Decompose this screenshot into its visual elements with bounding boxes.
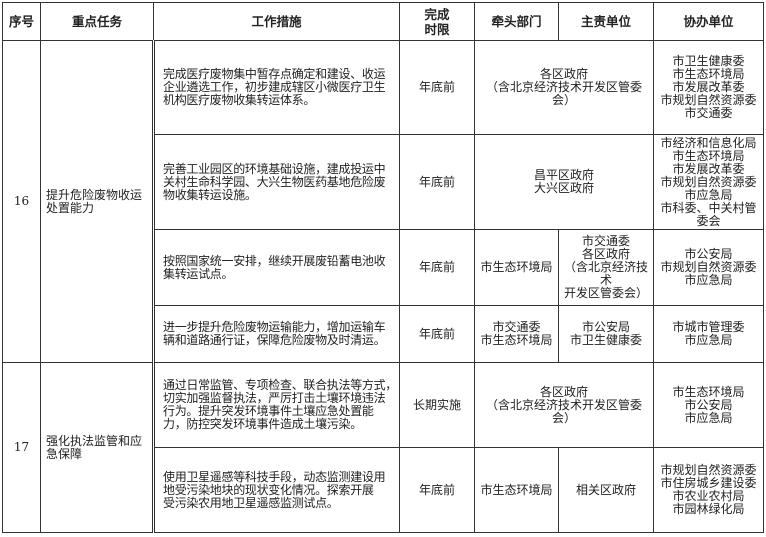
row-deadline: 年底前 bbox=[399, 134, 476, 230]
row-task: 提升危险废物收运 处置能力 bbox=[40, 40, 154, 363]
row-assist: 市生态环境局 市公安局 市应急局 bbox=[653, 362, 765, 448]
row-deadline: 年底前 bbox=[399, 305, 476, 363]
table-row: 16 提升危险废物收运 处置能力 完成医疗废物集中暂存点确定和建设、收运 企业遴… bbox=[2, 40, 765, 363]
row-task: 强化执法监管和应 急保障 bbox=[40, 362, 154, 533]
row-measure: 完善工业园区的环境基础设施，建成投运中 关村生命科学园、大兴生物医药基地危险废 … bbox=[151, 134, 401, 230]
row-measure: 完成医疗废物集中暂存点确定和建设、收运 企业遴选工作，初步建成辖区小微医疗卫生 … bbox=[151, 40, 401, 135]
row-deadline: 长期实施 bbox=[399, 362, 476, 448]
table-row: 17 强化执法监管和应 急保障 通过日常监管、专项检查、联合执法等方式， 切实加… bbox=[2, 362, 765, 533]
header-deadline: 完成 时限 bbox=[399, 2, 476, 41]
row-lead: 市生态环境局 bbox=[474, 229, 560, 306]
row-measure: 通过日常监管、专项检查、联合执法等方式， 切实加强监督执法，严厉打击土壤环境违法… bbox=[151, 362, 401, 448]
row-assist: 市城市管理委 市应急局 bbox=[653, 305, 765, 363]
header-lead: 牵头部门 bbox=[474, 2, 560, 41]
row-lead: 市交通委 市生态环境局 bbox=[474, 305, 560, 363]
table-row: 完善工业园区的环境基础设施，建成投运中 关村生命科学园、大兴生物医药基地危险废 … bbox=[3, 134, 765, 230]
row-lead: 市生态环境局 bbox=[474, 447, 560, 533]
header-responsible: 主责单位 bbox=[558, 2, 655, 41]
row-deadline: 年底前 bbox=[399, 447, 476, 533]
row-measure: 使用卫星遥感等科技手段，动态监测建设用 地受污染地块的现状变化情况。探索开展 受… bbox=[151, 447, 401, 533]
row-assist: 市经济和信息化局 市生态环境局 市发展改革委 市规划自然资源委 市应急局 市科委… bbox=[653, 134, 765, 230]
row-assist: 市卫生健康委 市生态环境局 市发展改革委 市规划自然资源委 市交通委 bbox=[653, 40, 765, 135]
row-deadline: 年底前 bbox=[399, 229, 476, 306]
header-no: 序号 bbox=[2, 2, 41, 41]
table-row: 使用卫星遥感等科技手段，动态监测建设用 地受污染地块的现状变化情况。探索开展 受… bbox=[3, 447, 765, 533]
row-assist: 市公安局 市规划自然资源委 市应急局 bbox=[653, 229, 765, 306]
table-row: 进一步提升危险废物运输能力，增加运输车 辆和道路通行证，保障危险废物及时清运。 … bbox=[3, 305, 765, 363]
row-no: 17 bbox=[2, 362, 41, 533]
header-row: 序号 重点任务 工作措施 完成 时限 牵头部门 主责单位 协办单位 bbox=[2, 2, 765, 41]
row-measure: 按照国家统一安排，继续开展废铅蓄电池收 集转运试点。 bbox=[151, 229, 401, 306]
header-assist: 协办单位 bbox=[653, 2, 765, 41]
row-no: 16 bbox=[2, 40, 41, 363]
row-responsible: 市交通委 各区政府 （含北京经济技术 开发区管委会） bbox=[558, 229, 655, 306]
row-responsible: 市公安局 市卫生健康委 bbox=[558, 305, 655, 363]
row-deadline: 年底前 bbox=[399, 40, 476, 135]
row-measure: 进一步提升危险废物运输能力，增加运输车 辆和道路通行证，保障危险废物及时清运。 bbox=[151, 305, 401, 363]
row-responsible: 相关区政府 bbox=[558, 447, 655, 533]
header-measures: 工作措施 bbox=[152, 2, 401, 41]
header-task: 重点任务 bbox=[40, 2, 154, 41]
table-row: 按照国家统一安排，继续开展废铅蓄电池收 集转运试点。 年底前 市生态环境局 市交… bbox=[3, 229, 765, 306]
row-assist: 市规划自然资源委 市住房城乡建设委 市农业农村局 市园林绿化局 bbox=[653, 447, 765, 533]
row-lead-responsible: 昌平区政府 大兴区政府 bbox=[474, 134, 655, 230]
row-lead-responsible: 各区政府 （含北京经济技术开发区管委会） bbox=[474, 362, 655, 448]
row-lead-responsible: 各区政府 （含北京经济技术开发区管委会） bbox=[474, 40, 655, 135]
